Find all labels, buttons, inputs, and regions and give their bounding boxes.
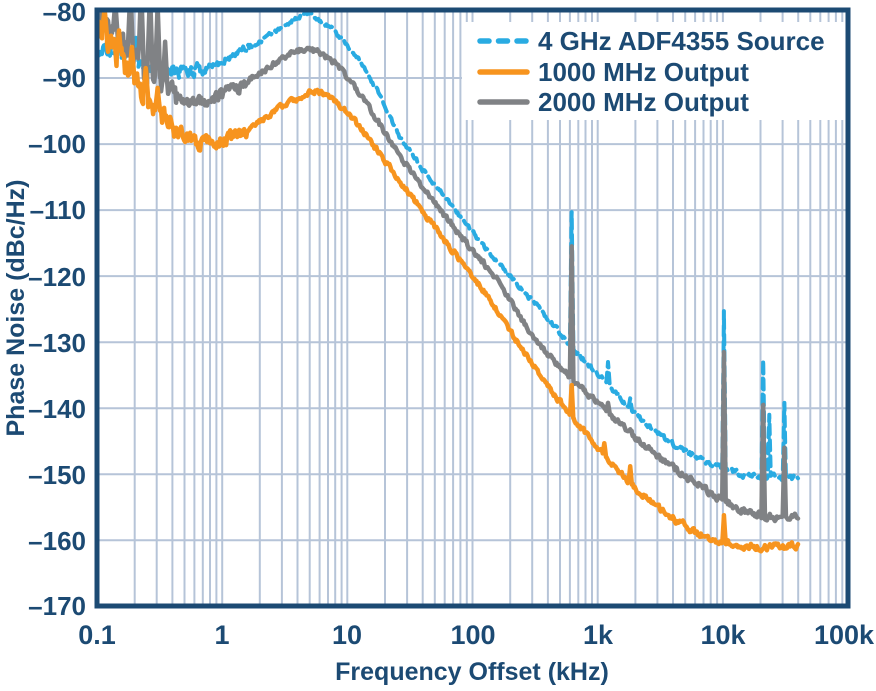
y-tick-label: –110 (30, 195, 86, 225)
legend: 4 GHz ADF4355 Source 1000 MHz Output 200… (538, 26, 825, 117)
legend-label-2000mhz: 2000 MHz Output (538, 87, 749, 117)
y-tick-label: –150 (28, 460, 86, 490)
x-tick-label: 1k (583, 620, 614, 650)
y-axis-title: Phase Noise (dBc/Hz) (2, 179, 30, 436)
curve-2000-mhz-output (96, 11, 801, 524)
x-tick-label: 0.1 (78, 620, 116, 650)
y-tick-label: –100 (28, 129, 86, 159)
x-tick-label: 1 (214, 620, 229, 650)
y-tick-label: –140 (28, 394, 86, 424)
x-tick-label: 100k (814, 620, 875, 650)
y-tick-label: –130 (28, 328, 86, 358)
y-tick-label: –170 (28, 591, 86, 621)
legend-label-source: 4 GHz ADF4355 Source (538, 26, 825, 56)
x-tick-label: 10 (332, 620, 362, 650)
curve-1000-mhz-output (96, 11, 801, 554)
legend-label-1000mhz: 1000 MHz Output (538, 57, 749, 87)
y-tick-label: –80 (43, 0, 86, 27)
y-tick-label: –90 (43, 63, 86, 93)
y-axis-tick-labels: –80 –90 –100 –110 –120 –130 –140 –150 –1… (28, 0, 86, 621)
series-curves (96, 11, 801, 554)
x-axis-tick-labels: 0.1 1 10 100 1k 10k 100k (78, 620, 875, 650)
legend-swatches (477, 38, 530, 105)
x-tick-label: 10k (700, 620, 746, 650)
y-tick-label: –120 (28, 262, 86, 292)
plot-border (94, 7, 851, 609)
x-tick-label: 100 (450, 620, 495, 650)
x-axis-title: Frequency Offset (kHz) (335, 658, 609, 686)
y-tick-label: –160 (28, 526, 86, 556)
curve-4-ghz-adf4355-source (96, 11, 800, 483)
